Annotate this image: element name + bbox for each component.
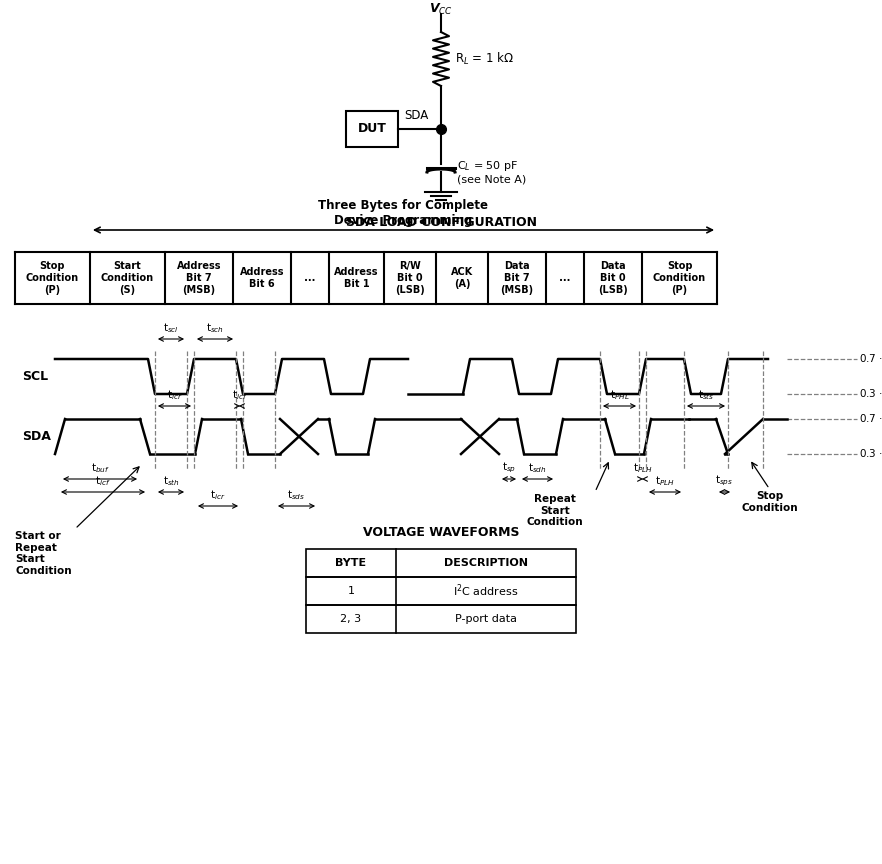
Text: t$_{icr}$: t$_{icr}$ [210,488,226,502]
Text: t$_{sdh}$: t$_{sdh}$ [528,461,547,475]
Text: t$_{icr}$: t$_{icr}$ [167,388,183,402]
Text: t$_{sts}$: t$_{sts}$ [698,388,714,402]
Text: SDA: SDA [404,109,429,122]
Text: t$_{sds}$: t$_{sds}$ [288,488,305,502]
Text: R/W
Bit 0
(LSB): R/W Bit 0 (LSB) [395,262,425,295]
Text: t$_{icf}$: t$_{icf}$ [95,474,111,488]
Text: P-port data: P-port data [455,614,517,624]
Text: 0.7 · V$_{CC}$: 0.7 · V$_{CC}$ [859,412,882,426]
Text: BYTE: BYTE [335,558,367,568]
Text: Data
Bit 0
(LSB): Data Bit 0 (LSB) [598,262,628,295]
Text: Address
Bit 7
(MSB): Address Bit 7 (MSB) [176,262,221,295]
Text: 0.7 · V$_{CC}$: 0.7 · V$_{CC}$ [859,353,882,365]
Text: SDA LOAD CONFIGURATION: SDA LOAD CONFIGURATION [346,216,536,229]
Text: 0.3 · V$_{CC}$: 0.3 · V$_{CC}$ [859,387,882,401]
Text: t$_{PHL}$: t$_{PHL}$ [609,388,630,402]
Text: R$_L$ = 1 k$\Omega$: R$_L$ = 1 k$\Omega$ [455,51,514,67]
Text: Start
Condition
(S): Start Condition (S) [101,262,154,295]
Bar [306,577,576,605]
Bar [306,605,576,633]
Text: Three Bytes for Complete
Device Programming: Three Bytes for Complete Device Programm… [318,199,489,227]
Text: t$_{buf}$: t$_{buf}$ [91,461,109,475]
Bar [306,549,576,577]
Text: Stop
Condition: Stop Condition [741,491,798,512]
Text: t$_{sp}$: t$_{sp}$ [502,461,516,475]
Text: V$_{CC}$: V$_{CC}$ [429,2,453,17]
Text: t$_{PLH}$: t$_{PLH}$ [655,474,675,488]
Text: 2, 3: 2, 3 [340,614,362,624]
Text: Address
Bit 6: Address Bit 6 [240,267,284,289]
Text: t$_{sps}$: t$_{sps}$ [715,473,734,488]
Text: t$_{PLH}$: t$_{PLH}$ [632,461,653,475]
Text: Address
Bit 1: Address Bit 1 [334,267,378,289]
Text: t$_{sch}$: t$_{sch}$ [206,321,224,335]
Text: t$_{sth}$: t$_{sth}$ [162,474,179,488]
Text: ...: ... [295,273,325,283]
Text: t$_{icf}$: t$_{icf}$ [232,388,247,402]
Text: DESCRIPTION: DESCRIPTION [444,558,528,568]
Text: SDA: SDA [22,430,51,443]
Text: SCL: SCL [22,370,49,383]
Bar [346,111,398,147]
Text: ...: ... [549,273,580,283]
Text: Stop
Condition
(P): Stop Condition (P) [653,262,706,295]
Text: C$_L$ = 50 pF
(see Note A): C$_L$ = 50 pF (see Note A) [457,159,527,184]
Text: ACK
(A): ACK (A) [451,267,473,289]
Text: 0.3 · V$_{CC}$: 0.3 · V$_{CC}$ [859,447,882,461]
Text: 1: 1 [348,586,355,596]
Text: Start or
Repeat
Start
Condition: Start or Repeat Start Condition [15,531,71,575]
Text: t$_{scl}$: t$_{scl}$ [163,321,179,335]
Text: Data
Bit 7
(MSB): Data Bit 7 (MSB) [500,262,534,295]
Text: Stop
Condition
(P): Stop Condition (P) [26,262,79,295]
Text: Repeat
Start
Condition: Repeat Start Condition [527,494,583,527]
Text: VOLTAGE WAVEFORMS: VOLTAGE WAVEFORMS [363,526,519,539]
Text: I$^2$C address: I$^2$C address [453,582,519,600]
Text: DUT: DUT [357,123,386,136]
